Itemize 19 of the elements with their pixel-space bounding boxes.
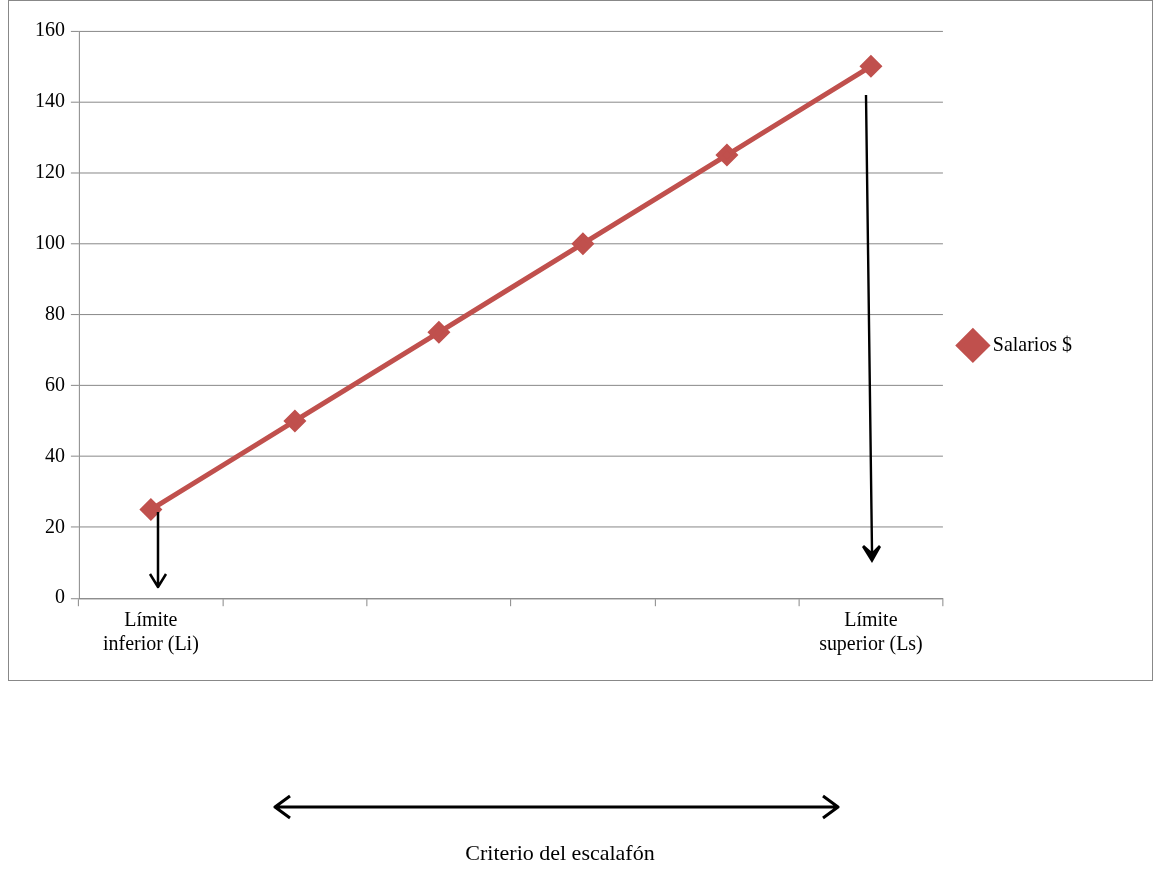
point xyxy=(860,55,882,77)
x-tick-label: Límite superior (Ls) xyxy=(819,608,923,656)
y-tick-label: 120 xyxy=(34,159,65,182)
y-tick-label: 40 xyxy=(44,443,65,466)
y-tick-label: 80 xyxy=(44,301,65,324)
point xyxy=(428,321,450,343)
y-tick-label: 0 xyxy=(54,585,65,608)
legend-label: Salarios $ xyxy=(992,332,1073,355)
y-tick-label: 140 xyxy=(34,89,65,112)
text: Criterio del escalafón xyxy=(464,840,656,866)
point xyxy=(140,499,162,521)
y-tick-label: 160 xyxy=(34,18,65,41)
point xyxy=(572,233,594,255)
point xyxy=(716,144,738,166)
y-tick-label: 20 xyxy=(44,514,65,537)
point xyxy=(284,410,306,432)
y-tick-label: 100 xyxy=(34,230,65,253)
y-tick-label: 60 xyxy=(44,372,65,395)
x-tick-label: Límite inferior (Li) xyxy=(102,608,199,656)
